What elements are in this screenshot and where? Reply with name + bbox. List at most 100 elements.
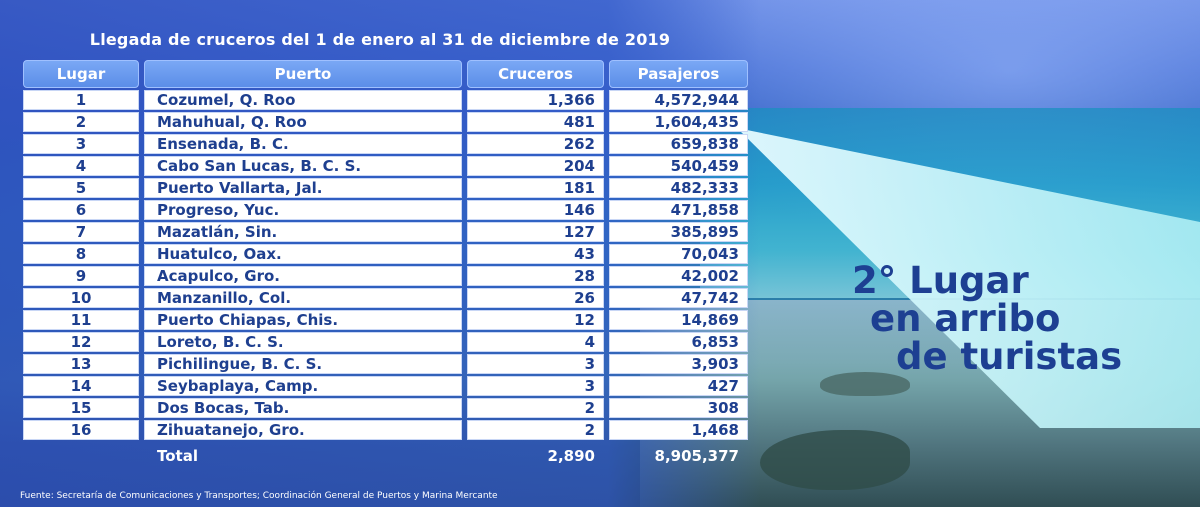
header-pasajeros: Pasajeros — [609, 60, 748, 88]
cell-puerto: Pichilingue, B. C. S. — [144, 354, 462, 374]
table-row: 2 Mahuhual, Q. Roo 481 1,604,435 — [23, 112, 748, 132]
cell-pasajeros: 42,002 — [609, 266, 748, 286]
table-title: Llegada de cruceros del 1 de enero al 31… — [89, 30, 671, 49]
total-pasajeros: 8,905,377 — [654, 447, 739, 465]
cell-cruceros: 12 — [467, 310, 604, 330]
cell-puerto: Mazatlán, Sin. — [144, 222, 462, 242]
cell-puerto: Progreso, Yuc. — [144, 200, 462, 220]
callout-line-2: en arribo — [870, 297, 1061, 340]
cell-lugar: 6 — [23, 200, 139, 220]
palapa-image — [820, 372, 910, 396]
cell-pasajeros: 308 — [609, 398, 748, 418]
cell-lugar: 16 — [23, 420, 139, 440]
cell-cruceros: 43 — [467, 244, 604, 264]
cell-puerto: Mahuhual, Q. Roo — [144, 112, 462, 132]
cell-puerto: Puerto Vallarta, Jal. — [144, 178, 462, 198]
cell-cruceros: 181 — [467, 178, 604, 198]
cell-cruceros: 4 — [467, 332, 604, 352]
table-row: 16 Zihuatanejo, Gro. 2 1,468 — [23, 420, 748, 440]
cell-lugar: 12 — [23, 332, 139, 352]
table-row: 7 Mazatlán, Sin. 127 385,895 — [23, 222, 748, 242]
cell-lugar: 7 — [23, 222, 139, 242]
cell-puerto: Acapulco, Gro. — [144, 266, 462, 286]
cell-lugar: 5 — [23, 178, 139, 198]
cruise-arrivals-table: Lugar Puerto Cruceros Pasajeros 1 Cozumel… — [18, 58, 753, 468]
header-cruceros: Cruceros — [467, 60, 604, 88]
header-lugar: Lugar — [23, 60, 139, 88]
cell-cruceros: 26 — [467, 288, 604, 308]
total-cruceros: 2,890 — [547, 447, 595, 465]
total-spacer — [23, 442, 139, 466]
cell-cruceros: 28 — [467, 266, 604, 286]
cell-lugar: 8 — [23, 244, 139, 264]
total-row: Total 2,890 8,905,377 — [23, 442, 748, 466]
table-row: 14 Seybaplaya, Camp. 3 427 — [23, 376, 748, 396]
cell-pasajeros: 427 — [609, 376, 748, 396]
table-row: 4 Cabo San Lucas, B. C. S. 204 540,459 — [23, 156, 748, 176]
callout-line-1: 2° Lugar — [852, 259, 1029, 302]
cell-pasajeros: 70,043 — [609, 244, 748, 264]
cell-cruceros: 3 — [467, 376, 604, 396]
table-row: 10 Manzanillo, Col. 26 47,742 — [23, 288, 748, 308]
cell-pasajeros: 1,468 — [609, 420, 748, 440]
cell-cruceros: 204 — [467, 156, 604, 176]
cell-lugar: 3 — [23, 134, 139, 154]
palm-tree-image — [760, 430, 910, 490]
callout-text: 2° Lugar en arribo de turistas — [852, 262, 1122, 376]
cell-lugar: 13 — [23, 354, 139, 374]
table-row: 3 Ensenada, B. C. 262 659,838 — [23, 134, 748, 154]
cell-pasajeros: 659,838 — [609, 134, 748, 154]
cell-puerto: Cabo San Lucas, B. C. S. — [144, 156, 462, 176]
cell-pasajeros: 3,903 — [609, 354, 748, 374]
cell-pasajeros: 385,895 — [609, 222, 748, 242]
cell-puerto: Cozumel, Q. Roo — [144, 90, 462, 110]
cell-puerto: Seybaplaya, Camp. — [144, 376, 462, 396]
cell-lugar: 15 — [23, 398, 139, 418]
cell-lugar: 11 — [23, 310, 139, 330]
cell-pasajeros: 14,869 — [609, 310, 748, 330]
cell-cruceros: 2 — [467, 420, 604, 440]
table-row: 8 Huatulco, Oax. 43 70,043 — [23, 244, 748, 264]
table-row: 13 Pichilingue, B. C. S. 3 3,903 — [23, 354, 748, 374]
callout-line-3: de turistas — [896, 335, 1123, 378]
table-row: 6 Progreso, Yuc. 146 471,858 — [23, 200, 748, 220]
table-row: 11 Puerto Chiapas, Chis. 12 14,869 — [23, 310, 748, 330]
cell-lugar: 10 — [23, 288, 139, 308]
cell-puerto: Puerto Chiapas, Chis. — [144, 310, 462, 330]
cell-pasajeros: 47,742 — [609, 288, 748, 308]
cell-puerto: Dos Bocas, Tab. — [144, 398, 462, 418]
cell-lugar: 2 — [23, 112, 139, 132]
cell-pasajeros: 471,858 — [609, 200, 748, 220]
cell-cruceros: 3 — [467, 354, 604, 374]
cell-lugar: 14 — [23, 376, 139, 396]
cell-puerto: Zihuatanejo, Gro. — [144, 420, 462, 440]
total-label: Total — [157, 447, 198, 465]
header-puerto: Puerto — [144, 60, 462, 88]
cell-cruceros: 481 — [467, 112, 604, 132]
cell-puerto: Manzanillo, Col. — [144, 288, 462, 308]
cell-puerto: Ensenada, B. C. — [144, 134, 462, 154]
cell-lugar: 1 — [23, 90, 139, 110]
table-row: 12 Loreto, B. C. S. 4 6,853 — [23, 332, 748, 352]
table-row: 9 Acapulco, Gro. 28 42,002 — [23, 266, 748, 286]
cell-pasajeros: 6,853 — [609, 332, 748, 352]
cell-cruceros: 1,366 — [467, 90, 604, 110]
cell-puerto: Loreto, B. C. S. — [144, 332, 462, 352]
cell-pasajeros: 4,572,944 — [609, 90, 748, 110]
table-row: 5 Puerto Vallarta, Jal. 181 482,333 — [23, 178, 748, 198]
cell-pasajeros: 482,333 — [609, 178, 748, 198]
cell-cruceros: 127 — [467, 222, 604, 242]
cell-pasajeros: 540,459 — [609, 156, 748, 176]
cell-cruceros: 146 — [467, 200, 604, 220]
table-header-row: Lugar Puerto Cruceros Pasajeros — [23, 60, 748, 88]
cell-cruceros: 262 — [467, 134, 604, 154]
cell-puerto: Huatulco, Oax. — [144, 244, 462, 264]
table-row: 1 Cozumel, Q. Roo 1,366 4,572,944 — [23, 90, 748, 110]
cell-pasajeros: 1,604,435 — [609, 112, 748, 132]
table-row: 15 Dos Bocas, Tab. 2 308 — [23, 398, 748, 418]
cell-lugar: 4 — [23, 156, 139, 176]
cell-cruceros: 2 — [467, 398, 604, 418]
source-note: Fuente: Secretaría de Comunicaciones y T… — [20, 491, 498, 501]
cell-lugar: 9 — [23, 266, 139, 286]
